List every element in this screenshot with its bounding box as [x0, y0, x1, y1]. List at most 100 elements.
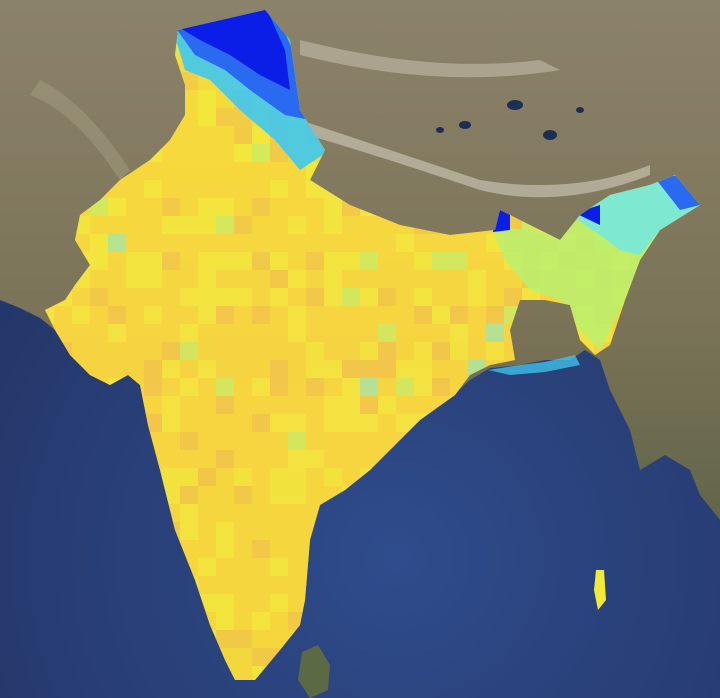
raster-cell — [234, 378, 252, 396]
raster-cell — [90, 216, 108, 234]
raster-cell — [324, 450, 342, 468]
raster-cell — [180, 252, 198, 270]
raster-cell — [234, 306, 252, 324]
raster-cell — [216, 432, 234, 450]
raster-cell — [306, 378, 324, 396]
raster-cell — [216, 594, 234, 612]
raster-cell — [414, 306, 432, 324]
raster-cell — [90, 360, 108, 378]
raster-cell — [108, 198, 126, 216]
raster-cell — [252, 540, 270, 558]
raster-cell — [342, 252, 360, 270]
raster-cell — [234, 324, 252, 342]
raster-cell — [342, 414, 360, 432]
raster-cell — [306, 252, 324, 270]
raster-cell — [180, 540, 198, 558]
raster-cell — [198, 180, 216, 198]
raster-cell — [468, 234, 486, 252]
raster-cell — [252, 306, 270, 324]
raster-cell — [234, 180, 252, 198]
raster-cell — [162, 468, 180, 486]
raster-cell — [288, 594, 306, 612]
raster-cell — [324, 216, 342, 234]
raster-cell — [324, 252, 342, 270]
raster-cell — [360, 306, 378, 324]
raster-cell — [288, 198, 306, 216]
raster-cell — [252, 378, 270, 396]
raster-cell — [252, 486, 270, 504]
raster-cell — [432, 234, 450, 252]
raster-cell — [486, 252, 504, 270]
raster-cell — [270, 432, 288, 450]
raster-cell — [324, 396, 342, 414]
raster-cell — [342, 288, 360, 306]
raster-cell — [252, 288, 270, 306]
raster-cell — [144, 342, 162, 360]
raster-cell — [396, 306, 414, 324]
raster-cell — [90, 252, 108, 270]
lakes — [436, 100, 584, 140]
raster-cell — [342, 468, 360, 486]
raster-cell — [252, 558, 270, 576]
raster-cell — [288, 270, 306, 288]
raster-cell — [180, 324, 198, 342]
raster-cell — [414, 288, 432, 306]
raster-cell — [342, 360, 360, 378]
raster-cell — [216, 540, 234, 558]
raster-cell — [270, 576, 288, 594]
raster-cell — [234, 612, 252, 630]
raster-cell — [396, 324, 414, 342]
raster-cell — [288, 252, 306, 270]
raster-cell — [198, 324, 216, 342]
raster-cell — [324, 234, 342, 252]
raster-cell — [288, 576, 306, 594]
raster-cell — [108, 288, 126, 306]
raster-cell — [216, 234, 234, 252]
raster-cell — [306, 288, 324, 306]
raster-cell — [180, 162, 198, 180]
raster-cell — [144, 324, 162, 342]
raster-cell — [216, 612, 234, 630]
raster-cell — [252, 144, 270, 162]
raster-cell — [252, 630, 270, 648]
raster-cell — [486, 324, 504, 342]
raster-cell — [288, 558, 306, 576]
raster-cell — [378, 396, 396, 414]
raster-cell — [396, 414, 414, 432]
raster-cell — [180, 180, 198, 198]
raster-cell — [108, 360, 126, 378]
raster-cell — [234, 252, 252, 270]
raster-cell — [360, 396, 378, 414]
raster-cell — [180, 522, 198, 540]
raster-cell — [162, 324, 180, 342]
raster-cell — [306, 450, 324, 468]
raster-cell — [378, 306, 396, 324]
raster-cell — [216, 324, 234, 342]
raster-cell — [126, 324, 144, 342]
raster-cell — [324, 198, 342, 216]
raster-cell — [324, 270, 342, 288]
raster-cell — [216, 216, 234, 234]
raster-cell — [306, 396, 324, 414]
raster-cell — [108, 342, 126, 360]
raster-cell — [234, 414, 252, 432]
raster-cell — [414, 396, 432, 414]
raster-cell — [180, 144, 198, 162]
raster-cell — [270, 180, 288, 198]
raster-cell — [198, 414, 216, 432]
raster-cell — [360, 252, 378, 270]
raster-cell — [306, 198, 324, 216]
raster-cell — [45, 306, 54, 324]
raster-cell — [270, 198, 288, 216]
raster-cell — [378, 378, 396, 396]
raster-cell — [288, 360, 306, 378]
raster-cell — [234, 162, 252, 180]
raster-cell — [216, 144, 234, 162]
raster-cell — [234, 126, 252, 144]
raster-cell — [486, 342, 504, 360]
raster-cell — [144, 360, 162, 378]
raster-cell — [144, 162, 162, 180]
raster-cell — [198, 360, 216, 378]
raster-cell — [216, 342, 234, 360]
